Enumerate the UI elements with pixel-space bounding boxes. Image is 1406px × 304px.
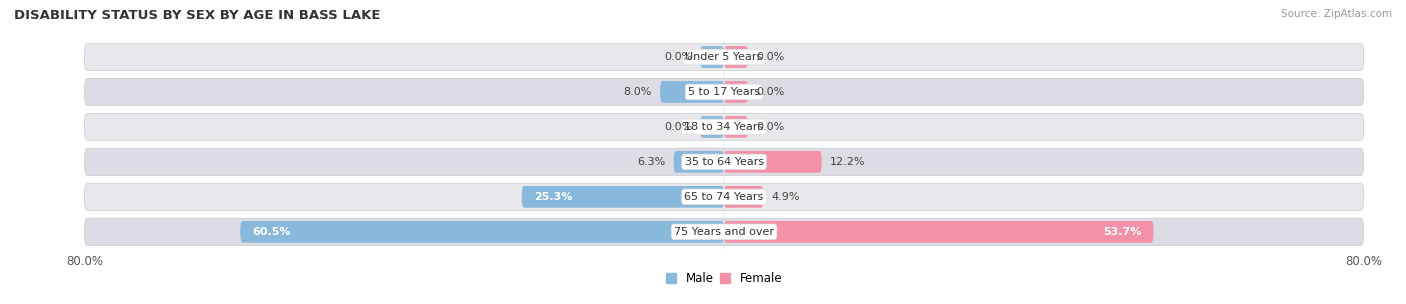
FancyBboxPatch shape — [84, 78, 1364, 105]
Text: 25.3%: 25.3% — [534, 192, 572, 202]
Text: 8.0%: 8.0% — [624, 87, 652, 97]
Text: 5 to 17 Years: 5 to 17 Years — [688, 87, 761, 97]
FancyBboxPatch shape — [84, 218, 1364, 245]
FancyBboxPatch shape — [84, 113, 1364, 140]
Text: Source: ZipAtlas.com: Source: ZipAtlas.com — [1281, 9, 1392, 19]
FancyBboxPatch shape — [84, 43, 1364, 71]
Text: 0.0%: 0.0% — [664, 122, 692, 132]
Text: 75 Years and over: 75 Years and over — [673, 227, 775, 237]
Text: Under 5 Years: Under 5 Years — [686, 52, 762, 62]
FancyBboxPatch shape — [724, 186, 763, 208]
FancyBboxPatch shape — [84, 183, 1364, 210]
Text: DISABILITY STATUS BY SEX BY AGE IN BASS LAKE: DISABILITY STATUS BY SEX BY AGE IN BASS … — [14, 9, 381, 22]
Text: 35 to 64 Years: 35 to 64 Years — [685, 157, 763, 167]
Text: 0.0%: 0.0% — [756, 87, 785, 97]
Text: 53.7%: 53.7% — [1104, 227, 1142, 237]
FancyBboxPatch shape — [724, 81, 748, 103]
Text: 65 to 74 Years: 65 to 74 Years — [685, 192, 763, 202]
FancyBboxPatch shape — [522, 186, 724, 208]
Text: 0.0%: 0.0% — [756, 122, 785, 132]
FancyBboxPatch shape — [700, 46, 724, 68]
Text: 60.5%: 60.5% — [252, 227, 291, 237]
Text: 4.9%: 4.9% — [772, 192, 800, 202]
FancyBboxPatch shape — [84, 148, 1364, 175]
Text: 0.0%: 0.0% — [756, 52, 785, 62]
Text: 0.0%: 0.0% — [664, 52, 692, 62]
Legend: Male, Female: Male, Female — [661, 267, 787, 289]
Text: 18 to 34 Years: 18 to 34 Years — [685, 122, 763, 132]
FancyBboxPatch shape — [724, 46, 748, 68]
FancyBboxPatch shape — [724, 221, 1153, 243]
FancyBboxPatch shape — [724, 116, 748, 138]
FancyBboxPatch shape — [673, 151, 724, 173]
FancyBboxPatch shape — [661, 81, 724, 103]
FancyBboxPatch shape — [240, 221, 724, 243]
FancyBboxPatch shape — [700, 116, 724, 138]
Text: 6.3%: 6.3% — [637, 157, 665, 167]
Text: 12.2%: 12.2% — [830, 157, 865, 167]
FancyBboxPatch shape — [724, 151, 821, 173]
